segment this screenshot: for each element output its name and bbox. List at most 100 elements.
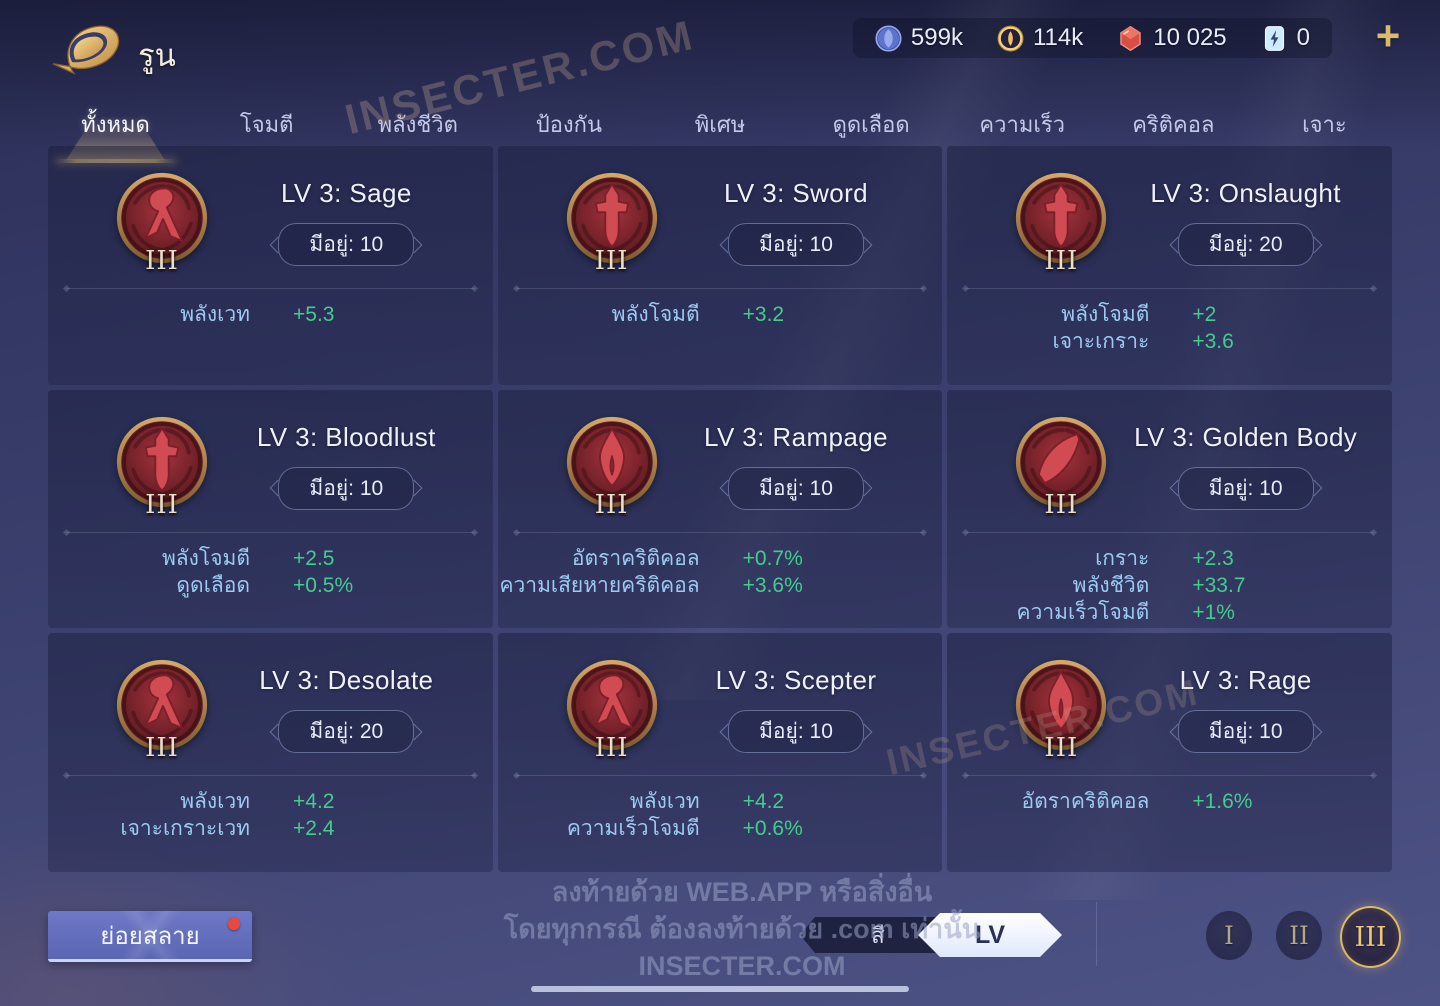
stat-value: +0.7% [742,546,803,570]
tab-special[interactable]: พิเศษ [694,111,746,137]
watermark-line: ลงท้ายด้วย WEB.APP หรือสิ่งอื่น [551,877,933,907]
owned-count: มีอยู่: 10 [309,233,384,256]
game-logo-icon[interactable] [46,18,124,80]
card-divider [515,531,925,533]
rune-card-rampage[interactable]: III LV 3: Rampage มีอยู่: 10 อัตราคริติค… [497,389,943,629]
card-divider [66,288,475,289]
tier-numeral: III [145,489,179,520]
tier-numeral: III [145,733,179,764]
currency-energy-card[interactable]: 0 [1261,24,1310,52]
owned-count-pill: มีอยู่: 20 [1177,223,1314,266]
stat-label: พลังเวท [180,303,250,326]
rune-title: LV 3: Bloodlust [256,421,436,452]
currency-red-gem[interactable]: 10 025 [1117,24,1227,52]
rune-symbol-sword [594,183,629,248]
rune-icon: III [1013,170,1109,276]
stat-value: +2 [1192,303,1217,326]
owned-count: มีอยู่: 20 [1208,233,1283,256]
toggle-color-label: สี [871,922,885,948]
stat-label: ความเร็วโจมตี [566,817,700,841]
home-indicator[interactable] [531,986,909,992]
stat-label: พลังเวท [629,790,700,814]
rune-card-sword[interactable]: III LV 3: Sword มีอยู่: 10 พลังโจมตี +3.2 [497,146,943,385]
stat-label: เจาะเกราะเวท [120,817,250,841]
stat-value: +33.7 [1192,573,1246,597]
tab-pierce[interactable]: เจาะ [1302,111,1347,137]
owned-count: มีอยู่: 10 [759,233,833,256]
card-divider [515,288,925,289]
rune-card-golden-body[interactable]: III LV 3: Golden Body มีอยู่: 10 เกราะ +2… [947,389,1392,629]
tier-filter-3[interactable]: III [1340,906,1401,968]
rune-title: LV 3: Desolate [259,665,434,696]
decompose-button[interactable]: ย่อยสลาย [48,911,252,962]
currency-value: 599k [910,24,963,51]
page-title: รูน [138,38,176,73]
stat-label: พลังโจมตี [1061,303,1150,326]
toggle-lv-label: LV [974,920,1006,949]
currency-value: 114k [1032,24,1084,51]
currency-blue-orb[interactable]: 599k [875,24,963,52]
stat-value: +2.3 [1192,546,1234,570]
stat-label: เกราะ [1095,546,1150,570]
stat-label: ความเสียหายคริติคอล [499,573,700,597]
rune-symbol-blade [1038,432,1081,484]
tier-filter-2[interactable]: II [1276,911,1322,960]
tab-defense[interactable]: ป้องกัน [535,111,603,137]
tab-hp[interactable]: พลังชีวิต [377,111,458,137]
rune-icon: III [1013,657,1109,763]
tier-numeral: III [1044,733,1079,764]
owned-count: มีอยู่: 10 [759,720,833,744]
rune-symbol-flame [1048,670,1075,731]
stat-label: พลังโจมตี [161,546,250,570]
stat-label: พลังโจมตี [611,303,700,326]
stat-label: พลังเวท [180,790,250,814]
toggle-lv-option[interactable]: LV [918,913,1062,957]
footer-divider [1096,902,1097,966]
rune-icon: III [114,414,210,520]
stat-label: อัตราคริติคอล [571,546,700,570]
owned-count-pill: มีอยู่: 10 [1177,710,1314,754]
tier-numeral: III [594,733,629,764]
rune-card-desolate[interactable]: III LV 3: Desolate มีอยู่: 20 พลังเวท +4.… [48,633,493,872]
rune-title: LV 3: Sage [280,178,412,208]
add-currency-button[interactable]: + [1375,12,1401,59]
tab-speed[interactable]: ความเร็ว [979,111,1066,137]
rune-icon: III [114,657,210,763]
rune-card-sage[interactable]: III LV 3: Sage มีอยู่: 10 พลังเวท +5.3 [48,146,493,385]
rune-card-onslaught[interactable]: III LV 3: Onslaught มีอยู่: 20 พลังโจมตี… [947,146,1392,385]
currency-bar: 599k 114k 10 025 0 [852,18,1332,58]
rune-icon: III [564,657,660,763]
stat-value: +2.4 [293,817,335,841]
stat-label: อัตราคริติคอล [1021,790,1150,814]
tab-attack[interactable]: โจมตี [239,111,294,137]
owned-count-pill: มีอยู่: 10 [1177,466,1314,510]
notification-dot [228,917,240,930]
rune-symbol-sword [1044,183,1079,248]
stat-value: +3.6% [742,573,803,597]
owned-count-pill: มีอยู่: 10 [728,710,864,754]
rune-card-rage[interactable]: III LV 3: Rage มีอยู่: 10 อัตราคริติคอล +… [947,633,1392,872]
card-divider [66,775,475,777]
stat-label: ดูดเลือด [176,573,250,597]
tab-all[interactable]: ทั้งหมด [40,102,191,146]
card-divider [965,775,1374,777]
stat-value: +5.3 [293,303,335,326]
rune-title: LV 3: Sword [723,178,869,208]
tier-filter-1[interactable]: I [1206,911,1252,960]
stat-label: ความเร็วโจมตี [1016,600,1150,624]
card-divider [965,531,1374,533]
owned-count: มีอยู่: 10 [759,476,833,500]
tab-critical[interactable]: คริติคอล [1132,111,1215,137]
sort-toggle: สี LV [800,913,1062,957]
blue-orb-icon [875,24,902,52]
rune-card-scepter[interactable]: III LV 3: Scepter มีอยู่: 10 พลังเวท +4.2… [497,633,943,872]
rune-symbol-sword [144,427,180,492]
rune-symbol-flame [598,427,625,487]
owned-count: มีอยู่: 10 [1208,476,1283,500]
tab-lifesteal[interactable]: ดูดเลือด [832,111,910,137]
stat-value: +3.6 [1192,330,1234,353]
rune-icon: III [1013,414,1109,520]
rune-card-bloodlust[interactable]: III LV 3: Bloodlust มีอยู่: 10 พลังโจมตี… [48,389,493,629]
currency-gold-coin[interactable]: 114k [997,24,1083,52]
stat-label: เจาะเกราะ [1052,330,1150,353]
